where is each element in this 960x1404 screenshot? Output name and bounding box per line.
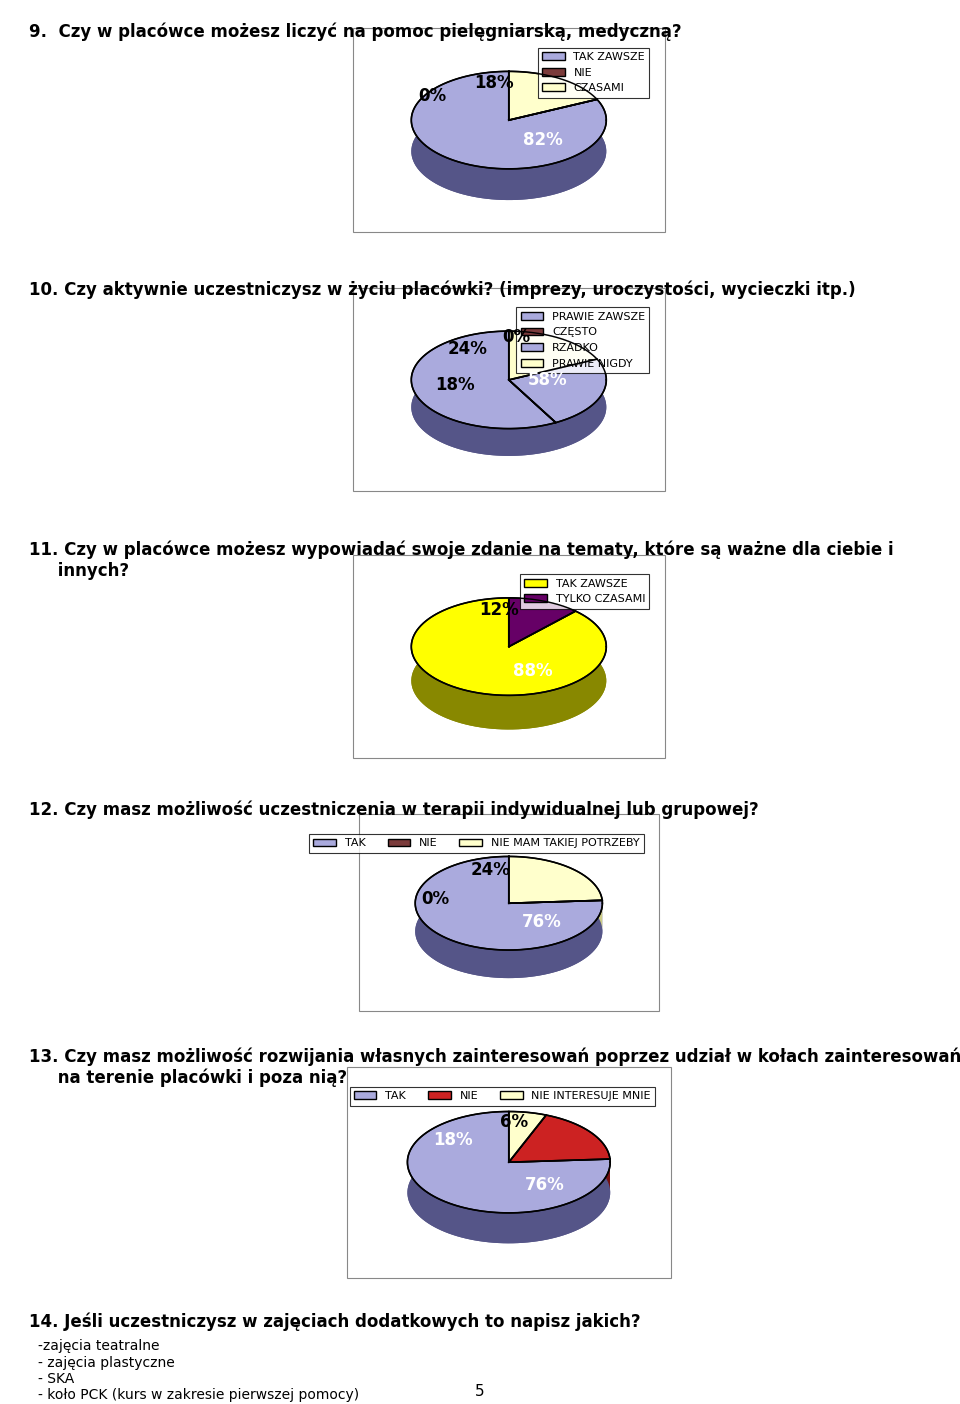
- Text: 6%: 6%: [500, 1112, 528, 1130]
- Text: 18%: 18%: [433, 1130, 473, 1148]
- Text: 0%: 0%: [421, 890, 450, 907]
- Polygon shape: [509, 856, 602, 903]
- Text: 14. Jeśli uczestniczysz w zajęciach dodatkowych to napisz jakich?: 14. Jeśli uczestniczysz w zajęciach doda…: [29, 1313, 640, 1331]
- Text: 11. Czy w placówce możesz wypowiadać swoje zdanie na tematy, które są ważne dla : 11. Czy w placówce możesz wypowiadać swo…: [29, 541, 894, 580]
- Polygon shape: [411, 598, 607, 695]
- Text: 0%: 0%: [502, 329, 531, 345]
- Text: -zajęcia teatralne
- zajęcia plastyczne
- SKA
- koło PCK (kurs w zakresie pierws: -zajęcia teatralne - zajęcia plastyczne …: [38, 1339, 360, 1403]
- Polygon shape: [509, 1115, 610, 1163]
- Text: 76%: 76%: [521, 913, 562, 931]
- Polygon shape: [509, 1112, 546, 1163]
- Polygon shape: [509, 386, 607, 449]
- Text: 12. Czy masz możliwość uczestniczenia w terapii indywidualnej lub grupowej?: 12. Czy masz możliwość uczestniczenia w …: [29, 800, 758, 819]
- Text: 10. Czy aktywnie uczestniczysz w życiu placówki? (imprezy, uroczystości, wyciecz: 10. Czy aktywnie uczestniczysz w życiu p…: [29, 281, 855, 299]
- Polygon shape: [546, 1115, 610, 1189]
- Text: 24%: 24%: [470, 862, 510, 879]
- Polygon shape: [411, 72, 607, 168]
- Polygon shape: [509, 72, 597, 121]
- Polygon shape: [407, 1112, 611, 1213]
- Legend: TAK ZAWSZE, NIE, CZASAMI: TAK ZAWSZE, NIE, CZASAMI: [538, 48, 650, 98]
- Polygon shape: [509, 885, 602, 931]
- Polygon shape: [407, 1112, 611, 1244]
- Text: 12%: 12%: [479, 601, 519, 619]
- Polygon shape: [411, 331, 556, 428]
- Polygon shape: [509, 102, 597, 152]
- Polygon shape: [416, 856, 602, 951]
- Polygon shape: [509, 632, 576, 681]
- Polygon shape: [509, 331, 597, 380]
- Polygon shape: [416, 856, 602, 979]
- Text: 13. Czy masz możliwość rozwijania własnych zainteresowań poprzez udział w kołach: 13. Czy masz możliwość rozwijania własny…: [29, 1047, 960, 1087]
- Text: 82%: 82%: [523, 131, 563, 149]
- Polygon shape: [509, 856, 602, 928]
- Text: 0%: 0%: [419, 87, 446, 105]
- Text: 88%: 88%: [514, 663, 553, 680]
- Legend: TAK, NIE, NIE MAM TAKIEJ POTRZEBY: TAK, NIE, NIE MAM TAKIEJ POTRZEBY: [309, 834, 643, 852]
- Polygon shape: [509, 598, 576, 646]
- Polygon shape: [509, 331, 597, 386]
- Text: 18%: 18%: [436, 376, 475, 393]
- Polygon shape: [411, 331, 556, 456]
- Polygon shape: [509, 1112, 546, 1146]
- Legend: PRAWIE ZAWSZE, CZĘSTO, RZADKO, PRAWIE NIGDY: PRAWIE ZAWSZE, CZĘSTO, RZADKO, PRAWIE NI…: [516, 307, 650, 373]
- Polygon shape: [509, 359, 607, 423]
- Text: 76%: 76%: [524, 1175, 564, 1193]
- Polygon shape: [509, 72, 597, 131]
- Polygon shape: [509, 1146, 610, 1192]
- Polygon shape: [509, 358, 597, 407]
- Legend: TAK, NIE, NIE INTERESUJE MNIE: TAK, NIE, NIE INTERESUJE MNIE: [349, 1087, 656, 1105]
- Legend: TAK ZAWSZE, TYLKO CZASAMI: TAK ZAWSZE, TYLKO CZASAMI: [520, 574, 650, 608]
- Text: 58%: 58%: [528, 371, 567, 389]
- Polygon shape: [407, 1141, 611, 1244]
- Polygon shape: [509, 1141, 546, 1192]
- Polygon shape: [411, 598, 607, 730]
- Text: 18%: 18%: [474, 74, 514, 93]
- Polygon shape: [411, 102, 607, 199]
- Text: 24%: 24%: [448, 340, 488, 358]
- Polygon shape: [509, 598, 576, 647]
- Polygon shape: [411, 632, 607, 730]
- Text: 5: 5: [475, 1383, 485, 1398]
- Text: 9.  Czy w placówce możesz liczyć na pomoc pielęgniarską, medyczną?: 9. Czy w placówce możesz liczyć na pomoc…: [29, 22, 682, 41]
- Polygon shape: [411, 358, 556, 456]
- Polygon shape: [411, 72, 607, 199]
- Polygon shape: [556, 359, 607, 449]
- Polygon shape: [416, 885, 602, 979]
